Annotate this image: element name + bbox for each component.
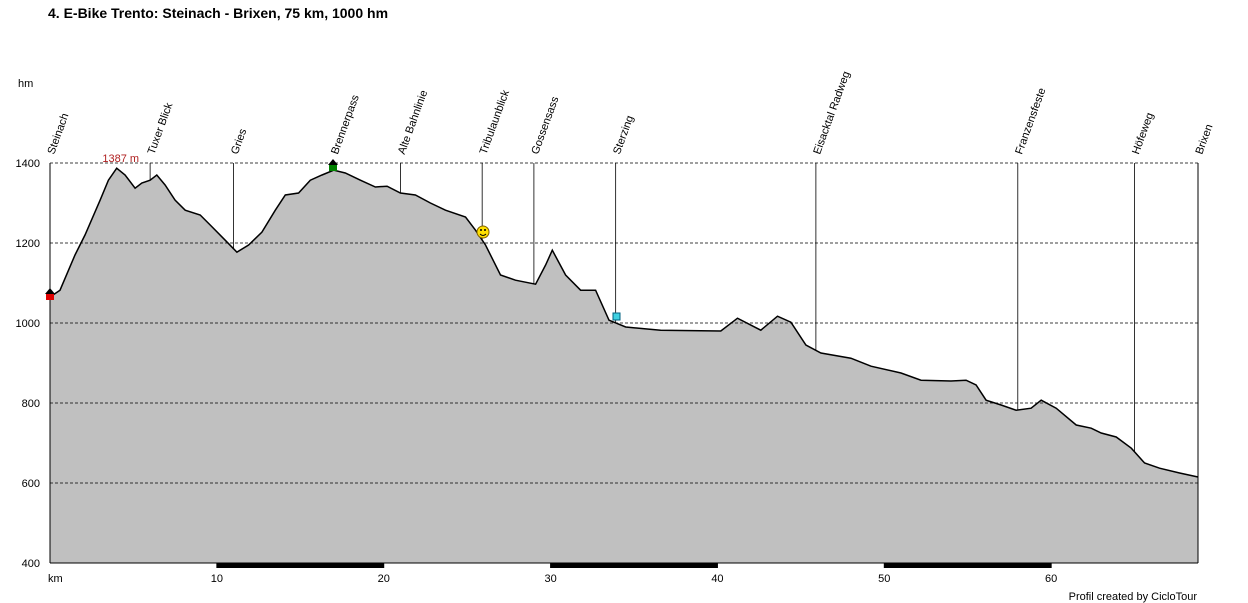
- town-icon: [612, 312, 621, 321]
- x-tick-label: 60: [1045, 573, 1057, 585]
- scale-bar: [216, 563, 384, 568]
- x-tick-label: 20: [378, 573, 390, 585]
- y-tick-label: 1000: [16, 318, 40, 330]
- chart-title: 4. E-Bike Trento: Steinach - Brixen, 75 …: [48, 5, 388, 21]
- scale-bar: [550, 563, 718, 568]
- x-tick-label: 30: [544, 573, 556, 585]
- waypoint-label: Höfeweg: [1130, 111, 1156, 156]
- y-tick-label: 600: [22, 478, 40, 490]
- x-axis-label: km: [48, 573, 63, 585]
- waypoint-label: Brixen: [1194, 123, 1216, 156]
- waypoint-label: Brennerpass: [329, 93, 362, 156]
- waypoint-label: Gossensass: [529, 95, 561, 156]
- y-axis-label: hm: [18, 78, 33, 90]
- waypoint-label: Sterzing: [611, 114, 636, 156]
- waypoint-label: Alte Bahnlinie: [396, 89, 430, 156]
- x-tick-label: 40: [711, 573, 723, 585]
- profile-line: [49, 167, 1199, 478]
- y-tick-label: 800: [22, 398, 40, 410]
- waypoint-label: Tuxer Blick: [146, 101, 176, 156]
- plot-area: 400 600 800 1000 1200 1400 10 20 30 40 50 60 Steinac…: [16, 70, 1216, 585]
- waypoint-label: Tribulaunblick: [478, 88, 513, 156]
- waypoint-label: Gries: [229, 127, 249, 156]
- waypoint-label: Eisacktal Radweg: [811, 70, 852, 156]
- profile-area: [50, 168, 1198, 563]
- waypoint-label: Franzensfeste: [1013, 86, 1048, 156]
- waypoint-label: Steinach: [46, 112, 72, 156]
- icons: [45, 159, 621, 321]
- pass-icon: [328, 159, 338, 171]
- y-tick-label: 1400: [16, 158, 40, 170]
- y-tick-label: 400: [22, 558, 40, 570]
- scale-bar: [884, 563, 1052, 568]
- start-icon: [45, 288, 55, 300]
- x-tick-label: 10: [211, 573, 223, 585]
- footer: Profil created by CicloTour: [1069, 591, 1198, 603]
- max-label: 1387 m: [102, 153, 139, 165]
- x-tick-label: 50: [878, 573, 890, 585]
- y-tick-label: 1200: [16, 238, 40, 250]
- smiley-icon: [476, 225, 490, 239]
